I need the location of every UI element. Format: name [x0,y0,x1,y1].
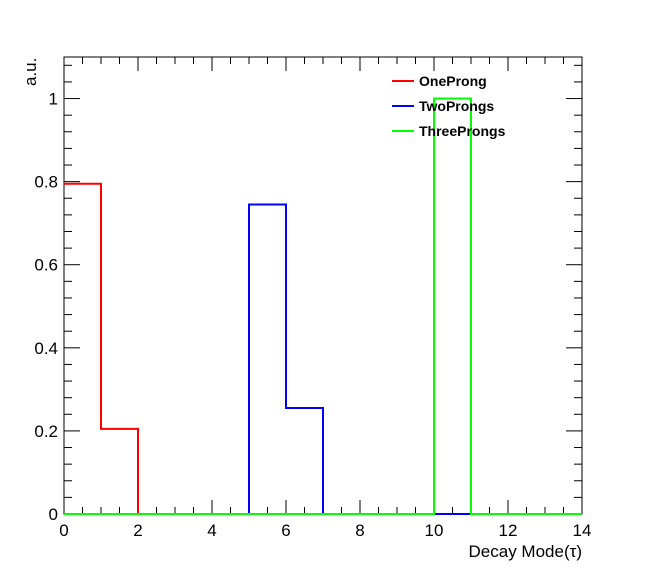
y-tick-label: 0.8 [34,173,58,192]
x-tick-label: 10 [425,521,444,540]
y-tick-label: 0.4 [34,339,58,358]
x-tick-label: 2 [133,521,142,540]
tick-labels-layer: 0 2 4 6 8 10 12 14 0 0.2 0.4 0.6 0.8 1 [34,90,591,540]
x-tick-label: 6 [281,521,290,540]
x-tick-label: 14 [573,521,592,540]
histogram-twoprongs [64,203,582,515]
legend-label-oneprong: OneProng [419,73,487,89]
x-tick-label: 0 [59,521,68,540]
x-tick-label: 4 [207,521,216,540]
y-tick-label: 0 [49,505,58,524]
x-tick-label: 12 [499,521,518,540]
y-tick-label: 0.2 [34,422,58,441]
legend-label-twoprongs: TwoProngs [419,98,494,114]
legend-label-threeprongs: ThreeProngs [419,123,506,139]
legend: OneProng TwoProngs ThreeProngs [392,73,506,139]
x-tick-label: 8 [355,521,364,540]
y-tick-label: 0.6 [34,256,58,275]
x-axis-title: Decay Mode(τ) [469,542,582,561]
y-tick-label: 1 [49,90,58,109]
y-axis-title: a.u. [21,58,40,86]
histogram-threeprongs [64,97,582,515]
series-layer [64,97,582,515]
